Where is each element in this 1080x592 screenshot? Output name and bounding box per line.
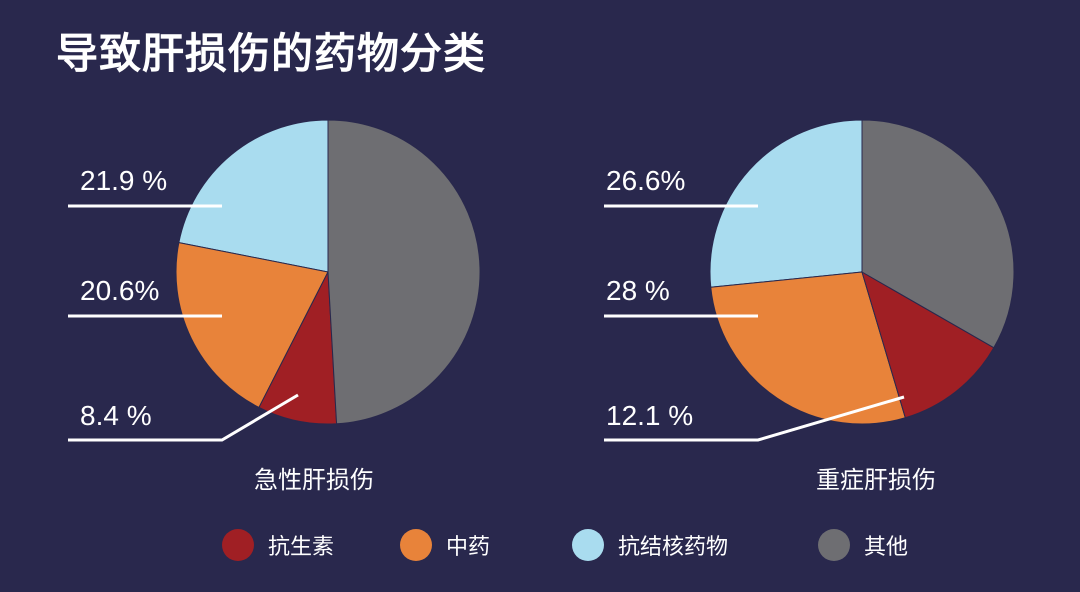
legend-swatch-antibiotics	[222, 529, 254, 561]
pie-slice-severe-3	[861, 119, 1015, 349]
data-label-severe-1: 28 %	[606, 275, 670, 306]
legend: 抗生素 中药 抗结核药物 其他	[0, 525, 1080, 565]
legend-label-antibiotics: 抗生素	[268, 535, 335, 560]
legend-swatch-anti-tb	[572, 529, 604, 561]
legend-label-other: 其他	[864, 535, 909, 560]
data-label-acute-0: 8.4 %	[80, 400, 152, 431]
pie-slice-acute-2	[178, 119, 329, 273]
data-label-acute-2: 21.9 %	[80, 165, 167, 196]
leader-line-acute-0	[68, 393, 299, 442]
legend-label-tcm: 中药	[446, 535, 491, 560]
legend-label-anti-tb: 抗结核药物	[618, 535, 729, 560]
data-label-severe-2: 26.6%	[606, 165, 685, 196]
legend-item-antibiotics: 抗生素	[222, 525, 334, 565]
leader-line-severe-0	[604, 395, 905, 442]
pie-title-acute: 急性肝损伤	[254, 466, 374, 494]
pie-severe: 12.1 % 28 % 26.6% 重症肝损伤	[604, 119, 1015, 494]
chart-title: 导致肝损伤的药物分类	[56, 29, 487, 78]
legend-item-other: 其他	[818, 525, 908, 565]
pie-slice-severe-0	[861, 270, 995, 419]
pie-slice-severe-1	[710, 271, 906, 425]
legend-swatch-other	[818, 529, 850, 561]
legend-item-anti-tb: 抗结核药物	[572, 525, 728, 565]
legend-swatch-tcm	[400, 529, 432, 561]
pie-slice-acute-1	[175, 241, 329, 409]
pie-title-severe: 重症肝损伤	[816, 466, 936, 494]
pie-slice-severe-2	[709, 119, 863, 288]
pie-slice-acute-3	[327, 119, 481, 425]
pie-acute: 8.4 % 20.6% 21.9 % 急性肝损伤	[68, 119, 481, 494]
legend-item-tcm: 中药	[400, 525, 490, 565]
data-label-acute-1: 20.6%	[80, 275, 159, 306]
data-label-severe-0: 12.1 %	[606, 400, 693, 431]
